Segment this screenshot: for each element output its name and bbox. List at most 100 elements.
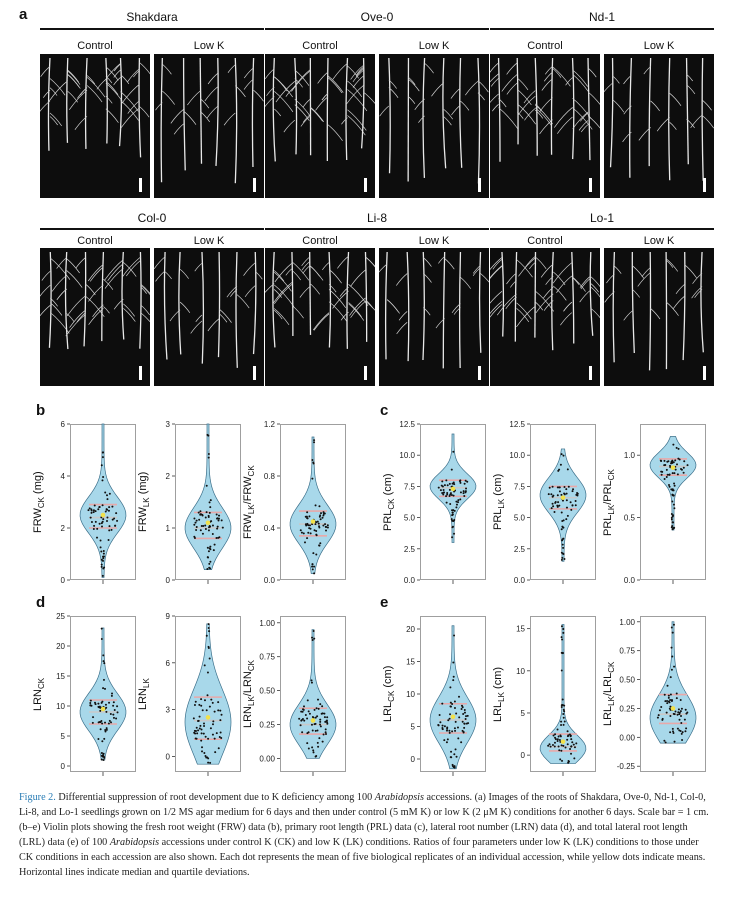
accession-dot: [102, 518, 105, 521]
accession-dot: [663, 478, 666, 481]
y-tick-label: 7.5: [514, 482, 526, 491]
accession-dot: [308, 712, 311, 715]
accession-dot: [207, 737, 210, 740]
accession-dot: [111, 505, 114, 508]
accession-dot: [317, 698, 320, 701]
accession-dot: [558, 486, 561, 489]
accession-dot: [452, 450, 455, 453]
accession-dot: [453, 634, 456, 637]
accession-dot: [313, 637, 316, 640]
accession-dot: [451, 536, 454, 539]
accession-dot: [442, 491, 445, 494]
y-axis-label: PRLCK (cm): [382, 473, 397, 531]
y-tick-label: 2.5: [404, 545, 416, 554]
accession-dot: [310, 679, 313, 682]
accession-dot: [671, 472, 674, 475]
accession-dot: [676, 473, 679, 476]
accession-dot: [567, 734, 570, 737]
accession-dot: [308, 515, 311, 518]
accession-dot: [565, 492, 568, 495]
accession-dot: [463, 482, 466, 485]
y-tick-label: 0.0: [404, 576, 416, 585]
accession-dot: [104, 730, 107, 733]
accession-dot: [561, 698, 564, 701]
accession-dot: [103, 555, 106, 558]
condition-label-2-1: Low K: [643, 40, 675, 52]
accession-dot: [110, 694, 113, 697]
accession-dot: [560, 625, 563, 628]
accession-dot: [200, 728, 203, 731]
accession-dot: [108, 492, 111, 495]
accession-dot: [675, 463, 678, 466]
violin-plot-b-0: 0 2 4 6: [61, 420, 136, 585]
accession-dot: [448, 488, 451, 491]
accession-dot: [319, 720, 322, 723]
accession-dot: [324, 731, 327, 734]
accession-dot: [446, 738, 449, 741]
scale-bar: [253, 178, 256, 192]
accession-dot: [572, 743, 575, 746]
accession-dot: [556, 738, 559, 741]
accession-dot: [97, 738, 100, 741]
accession-dot: [92, 716, 95, 719]
accession-dot: [102, 476, 105, 479]
accession-dot: [205, 484, 208, 487]
accession-dot: [211, 524, 214, 527]
mean-dot: [205, 520, 211, 526]
y-tick-label: 0.50: [619, 676, 635, 685]
accession-dot: [90, 511, 93, 514]
accession-dot: [560, 453, 563, 456]
accession-dot: [206, 568, 209, 571]
accession-dot: [311, 716, 314, 719]
accession-dot: [299, 529, 302, 532]
violin-shape: [79, 627, 127, 761]
accession-dot: [202, 525, 205, 528]
accession-dot: [657, 714, 660, 717]
accession-dot: [106, 494, 109, 497]
accession-dot: [458, 716, 461, 719]
accession-dot: [204, 516, 207, 519]
accession-dot: [455, 755, 458, 758]
accession-dot: [317, 707, 320, 710]
accession-dot: [680, 722, 683, 725]
accession-dot: [104, 721, 107, 724]
accession-dot: [451, 509, 454, 512]
accession-dot: [464, 479, 467, 482]
accession-dot: [98, 522, 101, 525]
accession-dot: [452, 661, 455, 664]
accession-dot: [663, 693, 666, 696]
accession-dot: [682, 471, 685, 474]
accession-dot: [449, 756, 452, 759]
y-tick-label: 10.0: [399, 451, 415, 460]
accession-dot: [445, 495, 448, 498]
accession-dot: [105, 710, 108, 713]
accession-dot: [461, 720, 464, 723]
accession-dot: [679, 699, 682, 702]
accession-dot: [550, 507, 553, 510]
accession-dot: [102, 654, 105, 657]
accession-dot: [97, 508, 100, 511]
accession-dot: [459, 481, 462, 484]
group-title-0: Shakdara: [126, 10, 178, 24]
accession-dot: [565, 499, 568, 502]
plot-frame: [175, 616, 241, 772]
accession-dot: [318, 505, 321, 508]
accession-dot: [460, 704, 463, 707]
accession-dot: [198, 715, 201, 718]
accession-dot: [455, 506, 458, 509]
accession-dot: [552, 505, 555, 508]
accession-dot: [451, 763, 454, 766]
accession-dot: [102, 687, 105, 690]
accession-dot: [442, 493, 445, 496]
accession-dot: [220, 713, 223, 716]
y-tick-label: 2.5: [514, 545, 526, 554]
accession-dot: [556, 740, 559, 743]
accession-dot: [548, 743, 551, 746]
accession-dot: [658, 709, 661, 712]
accession-dot: [94, 520, 97, 523]
violin-plot-c-3: 0.0 2.5 5.0 7.5 10.0 12.5: [399, 420, 486, 585]
mean-dot: [560, 739, 566, 744]
accession-dot: [101, 740, 104, 743]
accession-dot: [200, 524, 203, 527]
accession-dot: [560, 511, 563, 514]
